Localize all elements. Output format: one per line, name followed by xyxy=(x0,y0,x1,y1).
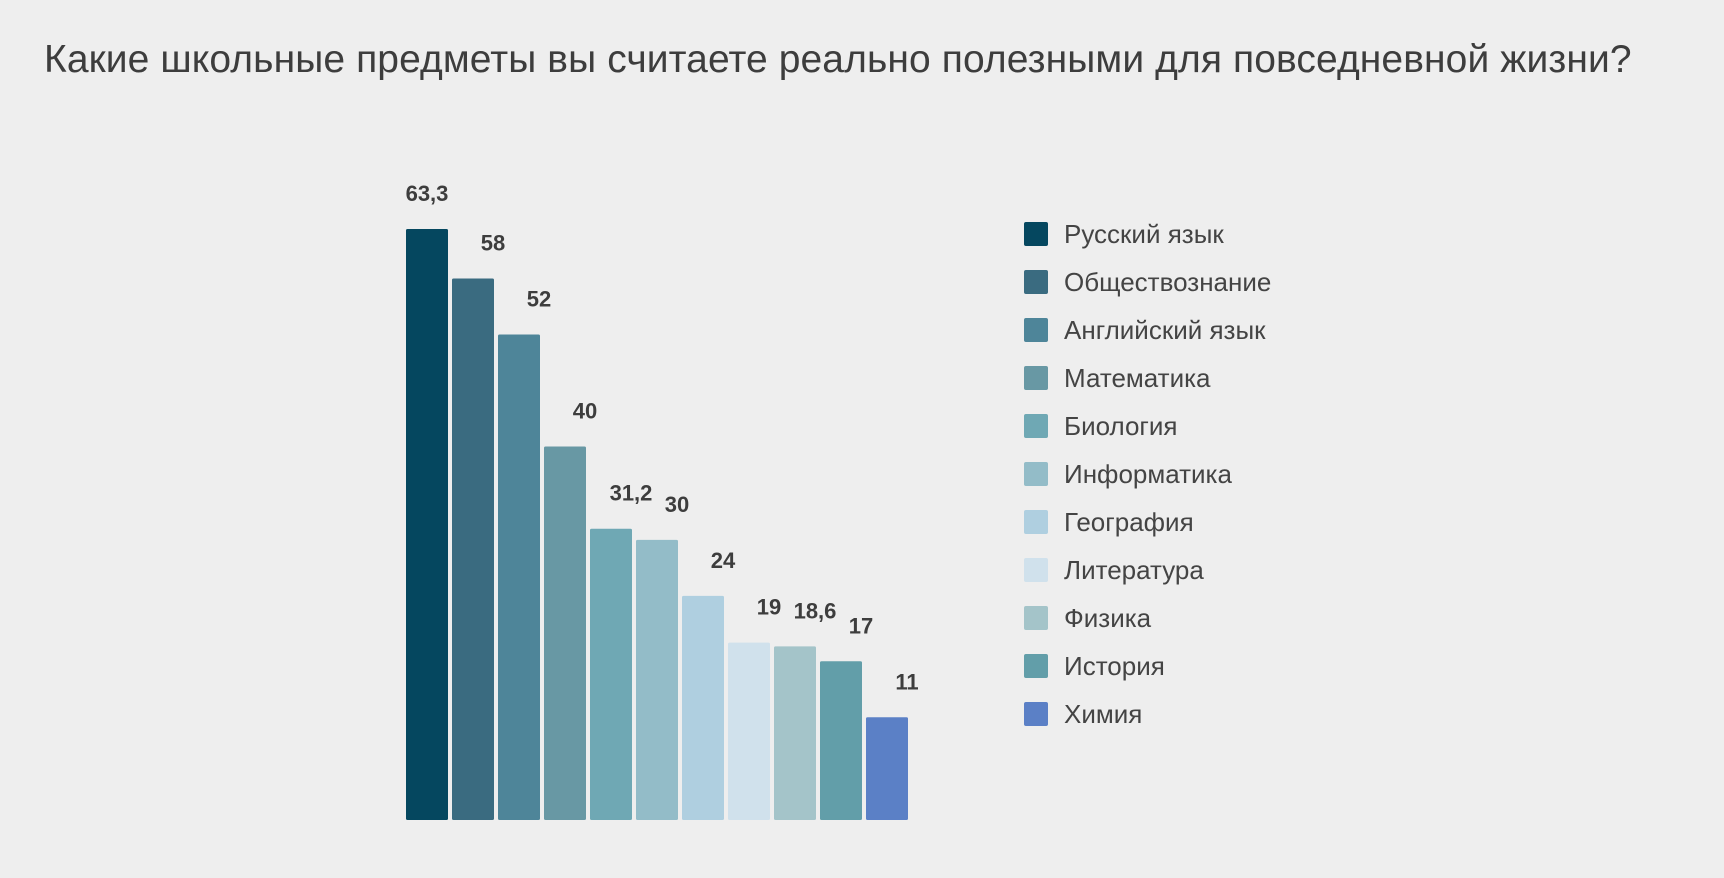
bar-9 xyxy=(774,646,816,820)
bar-8 xyxy=(728,642,770,820)
legend-label-6: Информатика xyxy=(1064,459,1232,489)
value-label-8: 19 xyxy=(757,595,781,620)
value-label-9: 18,6 xyxy=(794,598,837,623)
legend-label-9: Физика xyxy=(1064,603,1152,633)
legend: Русский язык Обществознание Английский язы… xyxy=(1024,219,1271,729)
legend-label-7: География xyxy=(1064,507,1194,537)
legend-label-2: Обществознание xyxy=(1064,267,1271,297)
bar-2 xyxy=(452,278,494,820)
legend-swatch-10 xyxy=(1024,654,1048,678)
value-label-7: 24 xyxy=(711,548,736,573)
bar-10 xyxy=(820,661,862,820)
bar-6 xyxy=(636,539,678,820)
bar-7 xyxy=(682,595,724,820)
legend-label-8: Литература xyxy=(1064,555,1204,585)
value-label-3: 52 xyxy=(527,287,551,312)
legend-swatch-7 xyxy=(1024,510,1048,534)
bar-3 xyxy=(498,334,540,820)
legend-swatch-2 xyxy=(1024,270,1048,294)
legend-label-3: Английский язык xyxy=(1064,315,1266,345)
bar-11 xyxy=(866,717,908,820)
legend-label-10: История xyxy=(1064,651,1165,681)
bars-group xyxy=(406,229,908,820)
value-label-4: 40 xyxy=(573,399,597,424)
bar-5 xyxy=(590,528,632,820)
legend-label-1: Русский язык xyxy=(1064,219,1224,249)
legend-label-4: Математика xyxy=(1064,363,1211,393)
legend-swatch-8 xyxy=(1024,558,1048,582)
legend-swatch-3 xyxy=(1024,318,1048,342)
value-labels-group: 63,3 58 52 40 31,2 30 24 19 18,6 17 11 xyxy=(406,181,919,694)
value-label-2: 58 xyxy=(481,230,505,255)
legend-swatch-5 xyxy=(1024,414,1048,438)
legend-swatch-4 xyxy=(1024,366,1048,390)
value-label-11: 11 xyxy=(895,669,918,694)
legend-swatch-6 xyxy=(1024,462,1048,486)
value-label-10: 17 xyxy=(849,613,873,638)
chart-title: Какие школьные предметы вы считаете реал… xyxy=(44,38,1632,81)
legend-label-11: Химия xyxy=(1064,699,1142,729)
legend-label-5: Биология xyxy=(1064,411,1177,441)
value-label-1: 63,3 xyxy=(406,181,449,206)
value-label-5: 31,2 xyxy=(610,481,653,506)
legend-swatch-9 xyxy=(1024,606,1048,630)
bar-4 xyxy=(544,446,586,820)
legend-swatch-11 xyxy=(1024,702,1048,726)
legend-swatch-1 xyxy=(1024,222,1048,246)
value-label-6: 30 xyxy=(665,492,689,517)
bar-1 xyxy=(406,229,448,820)
